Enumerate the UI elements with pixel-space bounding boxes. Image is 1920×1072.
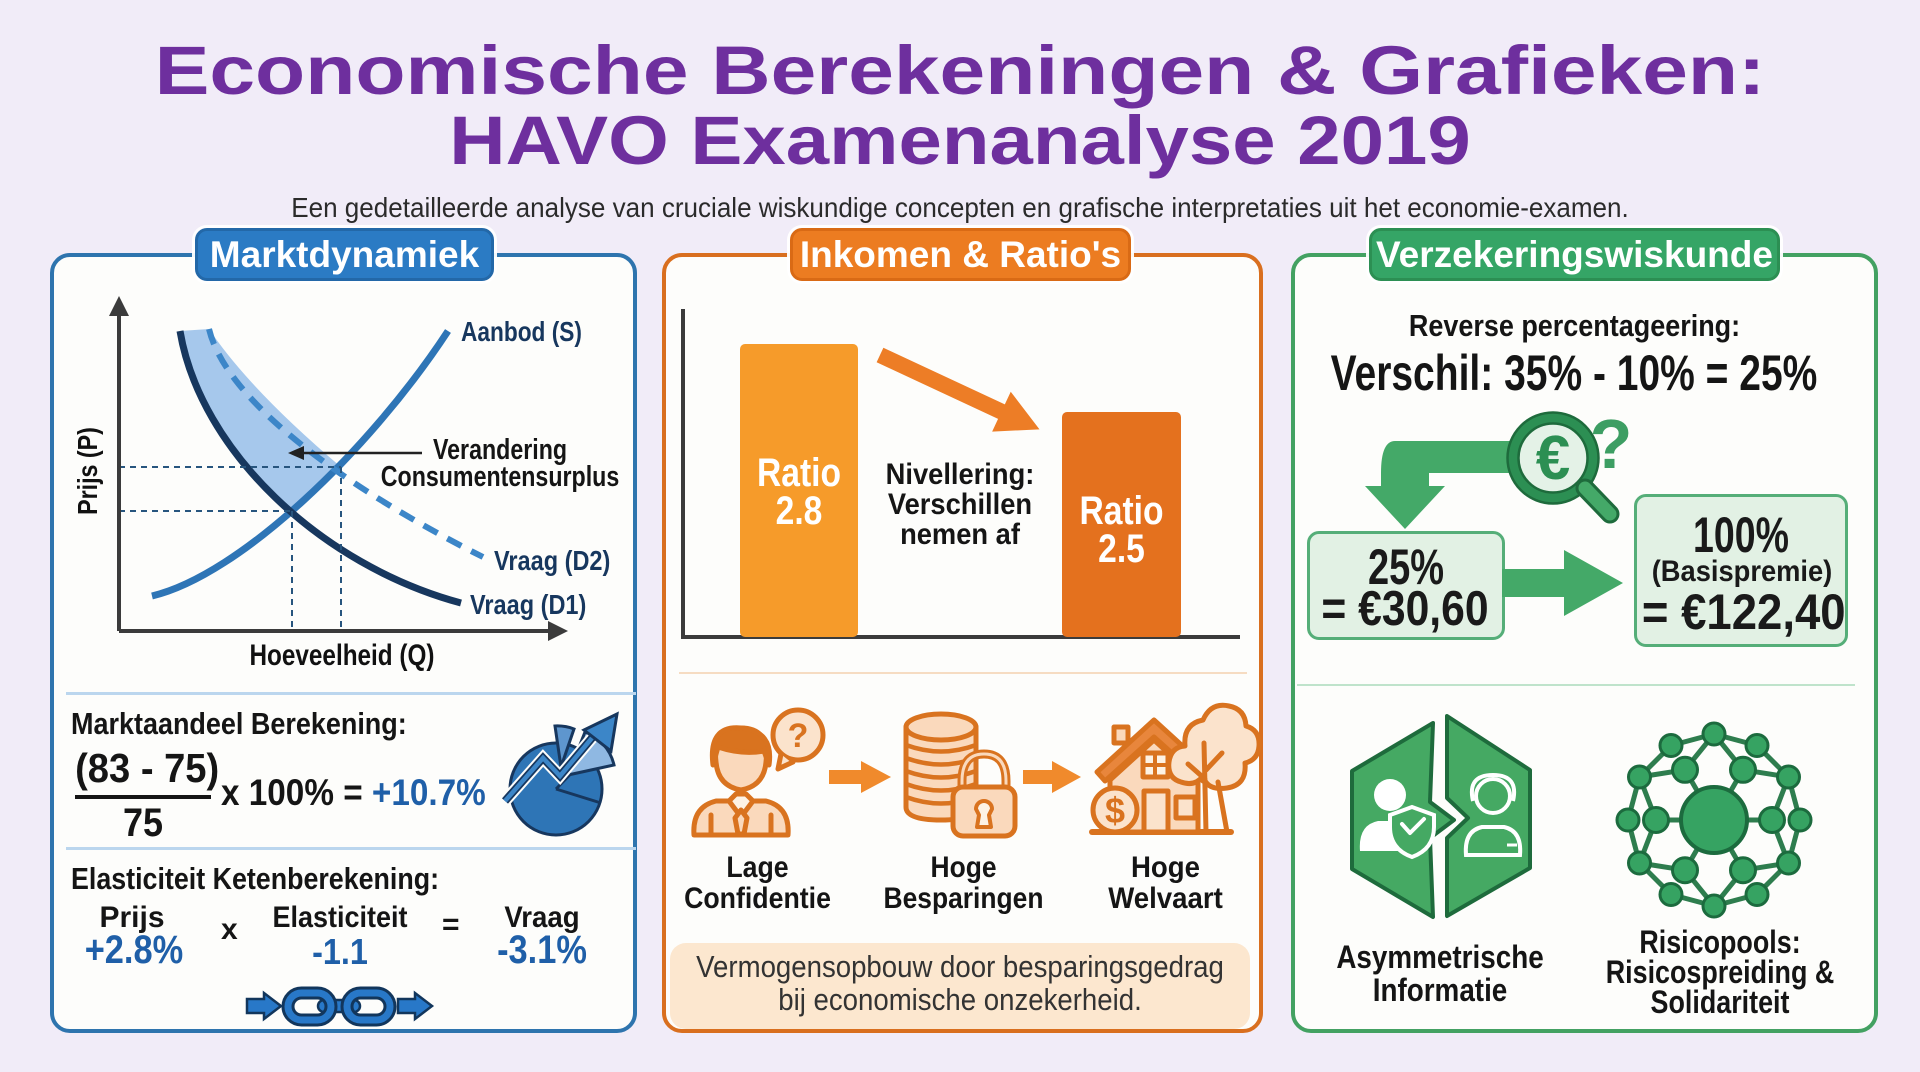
svg-text:?: ?: [1590, 405, 1633, 483]
svg-text:?: ?: [788, 717, 809, 755]
svg-text:$: $: [1105, 790, 1125, 831]
svg-text:€: €: [1536, 424, 1570, 493]
